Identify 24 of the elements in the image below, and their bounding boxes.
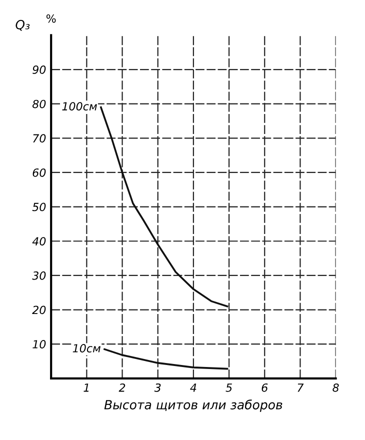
x-tick-label: 7	[298, 384, 304, 392]
y-tick-label: 30	[32, 271, 46, 280]
y-tick-label: 20	[32, 306, 46, 314]
x-tick-label: 2	[118, 383, 126, 392]
y-axis-title: Q₃	[16, 20, 30, 31]
x-tick-label: 4	[190, 384, 196, 392]
y-tick-label: 60	[32, 168, 46, 177]
line-series	[100, 106, 228, 308]
text: %	[46, 14, 56, 23]
y-tick-label: 40	[32, 237, 46, 246]
x-tick-label: 3	[154, 383, 161, 392]
series-label: 10см	[72, 344, 101, 352]
series-label: 100см	[62, 102, 97, 110]
x-tick-label: 8	[332, 383, 339, 392]
y-tick-label: 50	[32, 202, 46, 212]
x-axis-title: Высота щитов или заборов	[104, 400, 282, 412]
y-tick-label: 80	[32, 100, 46, 108]
y-tick-label: 90	[32, 65, 46, 74]
y-tick-label: 70	[33, 134, 46, 143]
x-tick-label: 5	[226, 384, 232, 392]
line-series	[104, 348, 228, 370]
x-tick-label: 6	[262, 383, 268, 392]
x-tick-label: 1	[84, 384, 89, 392]
y-tick-label: 10	[32, 340, 46, 348]
